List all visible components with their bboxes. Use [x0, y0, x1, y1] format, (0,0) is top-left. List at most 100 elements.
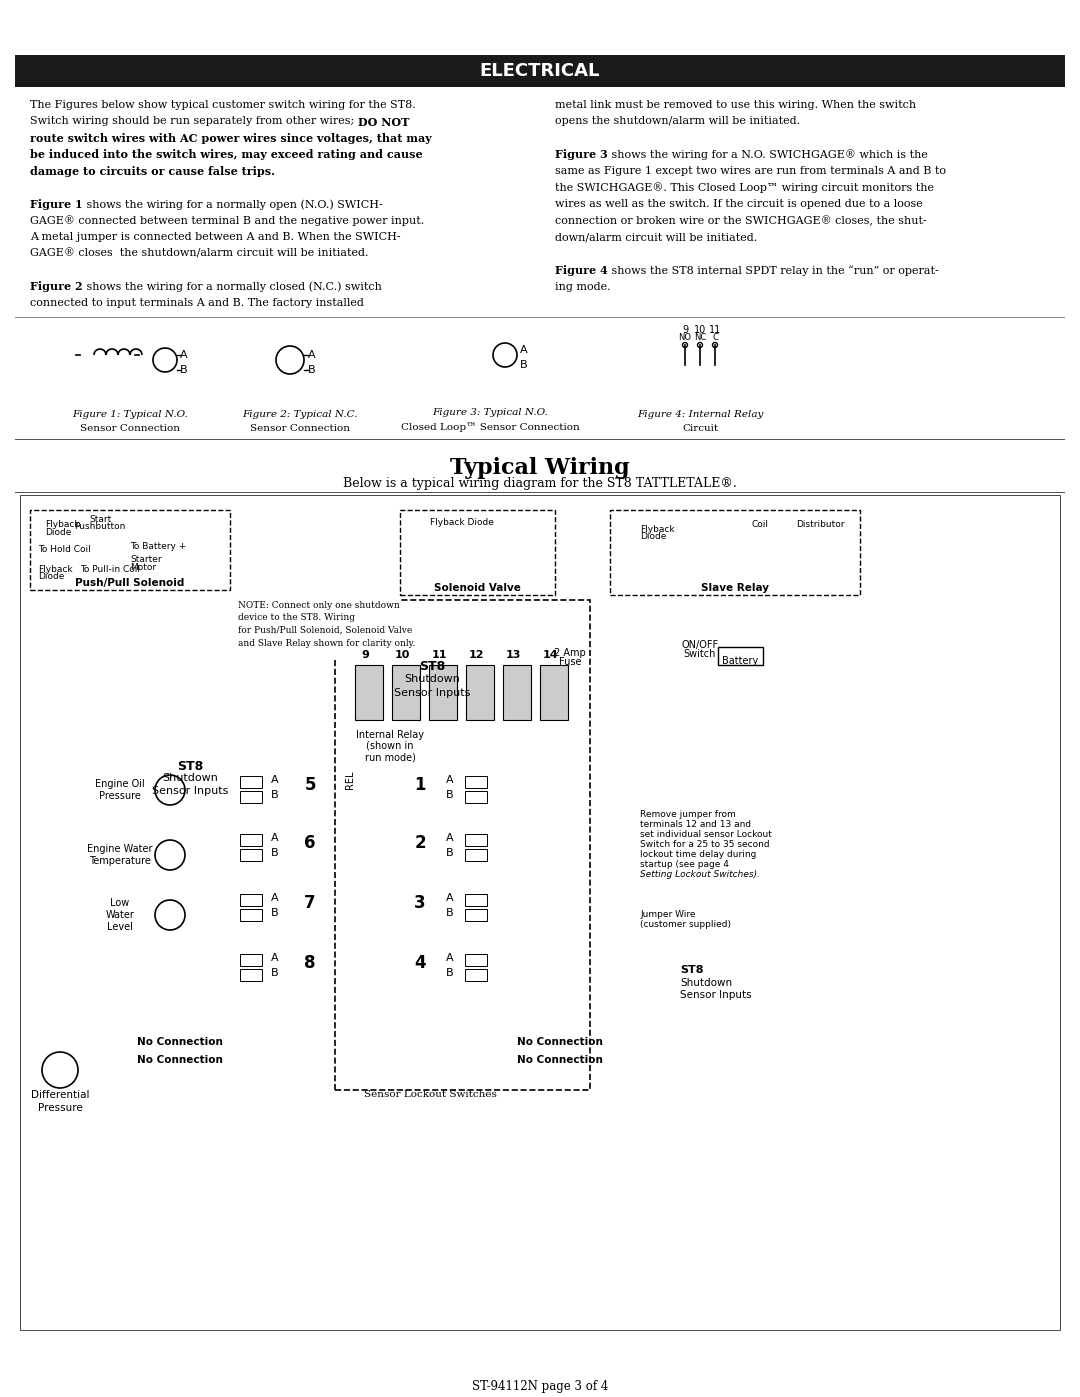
Text: C: C: [712, 334, 718, 342]
Text: Sensor Inputs: Sensor Inputs: [152, 787, 228, 796]
Text: B: B: [446, 789, 454, 800]
Text: B: B: [446, 908, 454, 918]
Text: No Connection: No Connection: [137, 1037, 222, 1046]
Text: Jumper Wire: Jumper Wire: [640, 909, 696, 919]
Bar: [610, 510, 860, 595]
Text: shows the wiring for a N.O. SWICHGAGE® which is the: shows the wiring for a N.O. SWICHGAGE® w…: [608, 149, 928, 161]
Text: B: B: [271, 968, 279, 978]
Text: Starter: Starter: [130, 555, 162, 564]
Text: Figure 4: Internal Relay: Figure 4: Internal Relay: [637, 409, 764, 419]
Bar: [465, 894, 487, 907]
Text: Slave Relay: Slave Relay: [701, 583, 769, 592]
Text: GAGE® closes  the shutdown/alarm circuit will be initiated.: GAGE® closes the shutdown/alarm circuit …: [30, 249, 368, 258]
Text: B: B: [446, 968, 454, 978]
Text: 4: 4: [415, 954, 426, 972]
Text: 8: 8: [305, 954, 315, 972]
Text: Below is a typical wiring diagram for the ST8 TATTLETALE®.: Below is a typical wiring diagram for th…: [343, 476, 737, 490]
Text: B: B: [446, 848, 454, 858]
Text: NC: NC: [693, 334, 706, 342]
Text: GAGE® connected between terminal B and the negative power input.: GAGE® connected between terminal B and t…: [30, 215, 424, 226]
Text: A: A: [308, 351, 315, 360]
Text: 9: 9: [681, 326, 688, 335]
Bar: [465, 909, 487, 921]
Text: 13: 13: [505, 650, 521, 659]
Text: Figure 3: Figure 3: [555, 149, 608, 161]
Text: Engine Oil
Pressure: Engine Oil Pressure: [95, 780, 145, 800]
Bar: [240, 894, 262, 907]
Text: Figure 2: Typical N.C.: Figure 2: Typical N.C.: [242, 409, 357, 419]
Text: Shutdown: Shutdown: [405, 673, 460, 685]
Text: Pressure: Pressure: [38, 1104, 82, 1113]
Text: Setting Lockout Switches).: Setting Lockout Switches).: [640, 870, 760, 879]
Text: 7: 7: [305, 894, 315, 912]
Text: Sensor Connection: Sensor Connection: [249, 425, 350, 433]
Text: the SWICHGAGE®. This Closed Loop™ wiring circuit monitors the: the SWICHGAGE®. This Closed Loop™ wiring…: [555, 183, 934, 193]
Bar: [392, 665, 420, 719]
Bar: [355, 665, 383, 719]
Bar: [21, 495, 1059, 1330]
Text: Start: Start: [89, 515, 111, 524]
Text: A: A: [446, 775, 454, 785]
Bar: [718, 647, 762, 665]
Text: A: A: [446, 893, 454, 902]
Text: NOTE: Connect only one shutdown
device to the ST8. Wiring
for Push/Pull Solenoid: NOTE: Connect only one shutdown device t…: [238, 601, 416, 647]
Text: B: B: [271, 789, 279, 800]
Text: (customer supplied): (customer supplied): [640, 921, 731, 929]
Text: 3: 3: [415, 894, 426, 912]
Bar: [465, 834, 487, 847]
Text: No Connection: No Connection: [517, 1037, 603, 1046]
Text: Low
Water
Level: Low Water Level: [106, 898, 134, 932]
Text: opens the shutdown/alarm will be initiated.: opens the shutdown/alarm will be initiat…: [555, 116, 800, 127]
Text: route switch wires with AC power wires since voltages, that may: route switch wires with AC power wires s…: [30, 133, 432, 144]
Text: No Connection: No Connection: [517, 1055, 603, 1065]
Bar: [15, 54, 1065, 87]
Bar: [240, 970, 262, 981]
Text: To Hold Coil: To Hold Coil: [38, 545, 91, 555]
Text: Internal Relay: Internal Relay: [356, 731, 424, 740]
Text: metal link must be removed to use this wiring. When the switch: metal link must be removed to use this w…: [555, 101, 916, 110]
Text: ST8: ST8: [680, 965, 703, 975]
Text: Differential: Differential: [30, 1090, 90, 1099]
Text: A: A: [271, 953, 279, 963]
Text: ST8: ST8: [177, 760, 203, 773]
Text: Sensor Connection: Sensor Connection: [80, 425, 180, 433]
Bar: [15, 439, 1065, 440]
Text: A: A: [271, 893, 279, 902]
Text: DO NOT: DO NOT: [357, 116, 409, 127]
Text: A metal jumper is connected between A and B. When the SWICH-: A metal jumper is connected between A an…: [30, 232, 401, 242]
Bar: [400, 510, 555, 595]
Bar: [465, 954, 487, 965]
Text: Diode: Diode: [640, 532, 666, 541]
Text: A: A: [446, 953, 454, 963]
Text: Figure 1: Typical N.O.: Figure 1: Typical N.O.: [72, 409, 188, 419]
Text: Shutdown: Shutdown: [162, 773, 218, 782]
Text: NO: NO: [678, 334, 691, 342]
Text: Diode: Diode: [45, 528, 71, 536]
Text: A: A: [519, 345, 528, 355]
Text: Figure 1: Figure 1: [30, 198, 83, 210]
Bar: [240, 954, 262, 965]
Text: Coil: Coil: [752, 520, 769, 529]
Text: Flyback: Flyback: [45, 520, 80, 529]
Text: Fuse: Fuse: [558, 657, 581, 666]
Text: The Figures below show typical customer switch wiring for the ST8.: The Figures below show typical customer …: [30, 101, 416, 110]
Text: Figure 3: Typical N.O.: Figure 3: Typical N.O.: [432, 408, 548, 416]
Text: Sensor Lockout Switches: Sensor Lockout Switches: [364, 1090, 497, 1099]
Text: Diode: Diode: [38, 571, 65, 581]
Text: 10: 10: [693, 326, 706, 335]
Text: Switch: Switch: [684, 650, 716, 659]
Text: ST-94112N page 3 of 4: ST-94112N page 3 of 4: [472, 1380, 608, 1393]
Text: terminals 12 and 13 and: terminals 12 and 13 and: [640, 820, 751, 828]
Bar: [240, 791, 262, 803]
Text: Figure 4: Figure 4: [555, 265, 608, 277]
Text: Shutdown: Shutdown: [680, 978, 732, 988]
Bar: [465, 970, 487, 981]
Text: Figure 2: Figure 2: [30, 282, 83, 292]
Text: Closed Loop™ Sensor Connection: Closed Loop™ Sensor Connection: [401, 422, 579, 432]
Text: REL: REL: [345, 771, 355, 789]
Bar: [429, 665, 457, 719]
Text: run mode): run mode): [365, 752, 416, 761]
Bar: [240, 775, 262, 788]
Text: damage to circuits or cause false trips.: damage to circuits or cause false trips.: [30, 166, 275, 177]
Text: A: A: [446, 833, 454, 842]
